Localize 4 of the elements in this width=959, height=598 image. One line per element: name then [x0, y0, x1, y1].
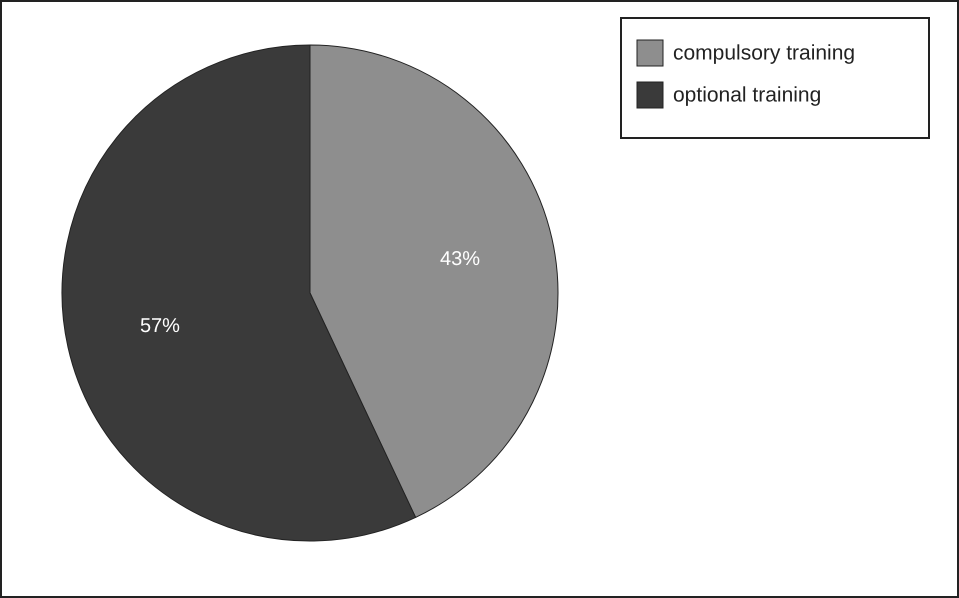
- legend-label: optional training: [673, 84, 822, 107]
- data-label: 43%: [440, 248, 480, 270]
- data-label: 57%: [140, 314, 180, 337]
- legend-label: compulsory training: [673, 42, 856, 65]
